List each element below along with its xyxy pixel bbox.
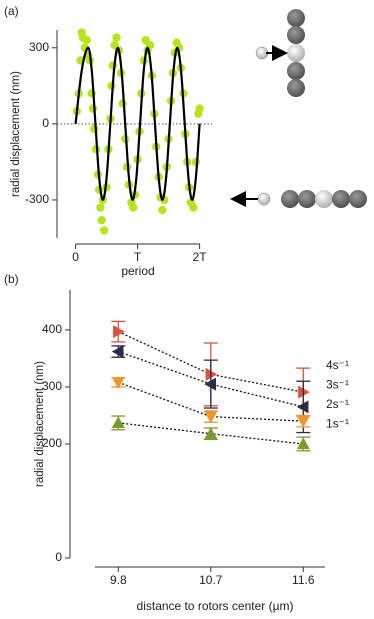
data-point [158, 205, 167, 215]
diagram-vertical [255, 9, 305, 97]
fit-curve [74, 46, 201, 202]
y-tick-label: 400 [42, 322, 62, 336]
y-axis-label: radial displacement (nm) [34, 361, 46, 487]
data-point [129, 203, 138, 212]
panel-label: (b) [4, 272, 19, 286]
marker [204, 377, 216, 391]
data-point [195, 104, 204, 113]
series-line [118, 381, 304, 422]
series-label: 4s⁻¹ [326, 358, 349, 372]
series-line [118, 350, 304, 408]
y-tick-label: 0 [42, 116, 49, 130]
x-tick-label: 0 [72, 250, 79, 264]
y-tick-label: 0 [55, 550, 62, 564]
x-axis-label: distance to rotors center (µm) [137, 599, 294, 613]
series-label: 1s⁻¹ [326, 417, 349, 431]
x-tick-label: 11.6 [292, 573, 315, 587]
marker [113, 325, 125, 339]
marker [111, 345, 124, 359]
diagram-horizontal [230, 190, 367, 208]
marker [204, 427, 218, 439]
data-point [99, 226, 109, 235]
data-point [160, 195, 169, 205]
x-axis-label: period [121, 264, 154, 278]
series-label: 3s⁻¹ [326, 378, 349, 392]
data-point [97, 216, 106, 225]
marker [111, 377, 125, 389]
data-point [96, 203, 105, 212]
marker [204, 411, 218, 424]
marker [296, 415, 310, 428]
marker [205, 367, 218, 381]
marker [296, 437, 310, 450]
x-tick-label: 2T [193, 250, 208, 264]
panel-label: (a) [4, 4, 19, 18]
y-tick-label: -300 [25, 192, 49, 206]
x-tick-label: T [134, 250, 142, 264]
y-axis-label: radial displacement (nm) [10, 71, 22, 197]
data-point [82, 35, 91, 45]
data-point [112, 33, 121, 42]
y-tick-label: 300 [29, 40, 49, 54]
data-point [88, 104, 98, 113]
x-tick-label: 10.7 [199, 573, 223, 587]
y-tick-label: 300 [42, 379, 62, 393]
y-tick-label: 200 [42, 436, 62, 450]
data-point [90, 124, 99, 134]
series-label: 2s⁻¹ [326, 397, 349, 411]
data-point [189, 203, 198, 212]
x-tick-label: 9.8 [110, 573, 127, 587]
data-point [174, 43, 184, 52]
marker [296, 400, 309, 414]
marker [111, 416, 125, 429]
